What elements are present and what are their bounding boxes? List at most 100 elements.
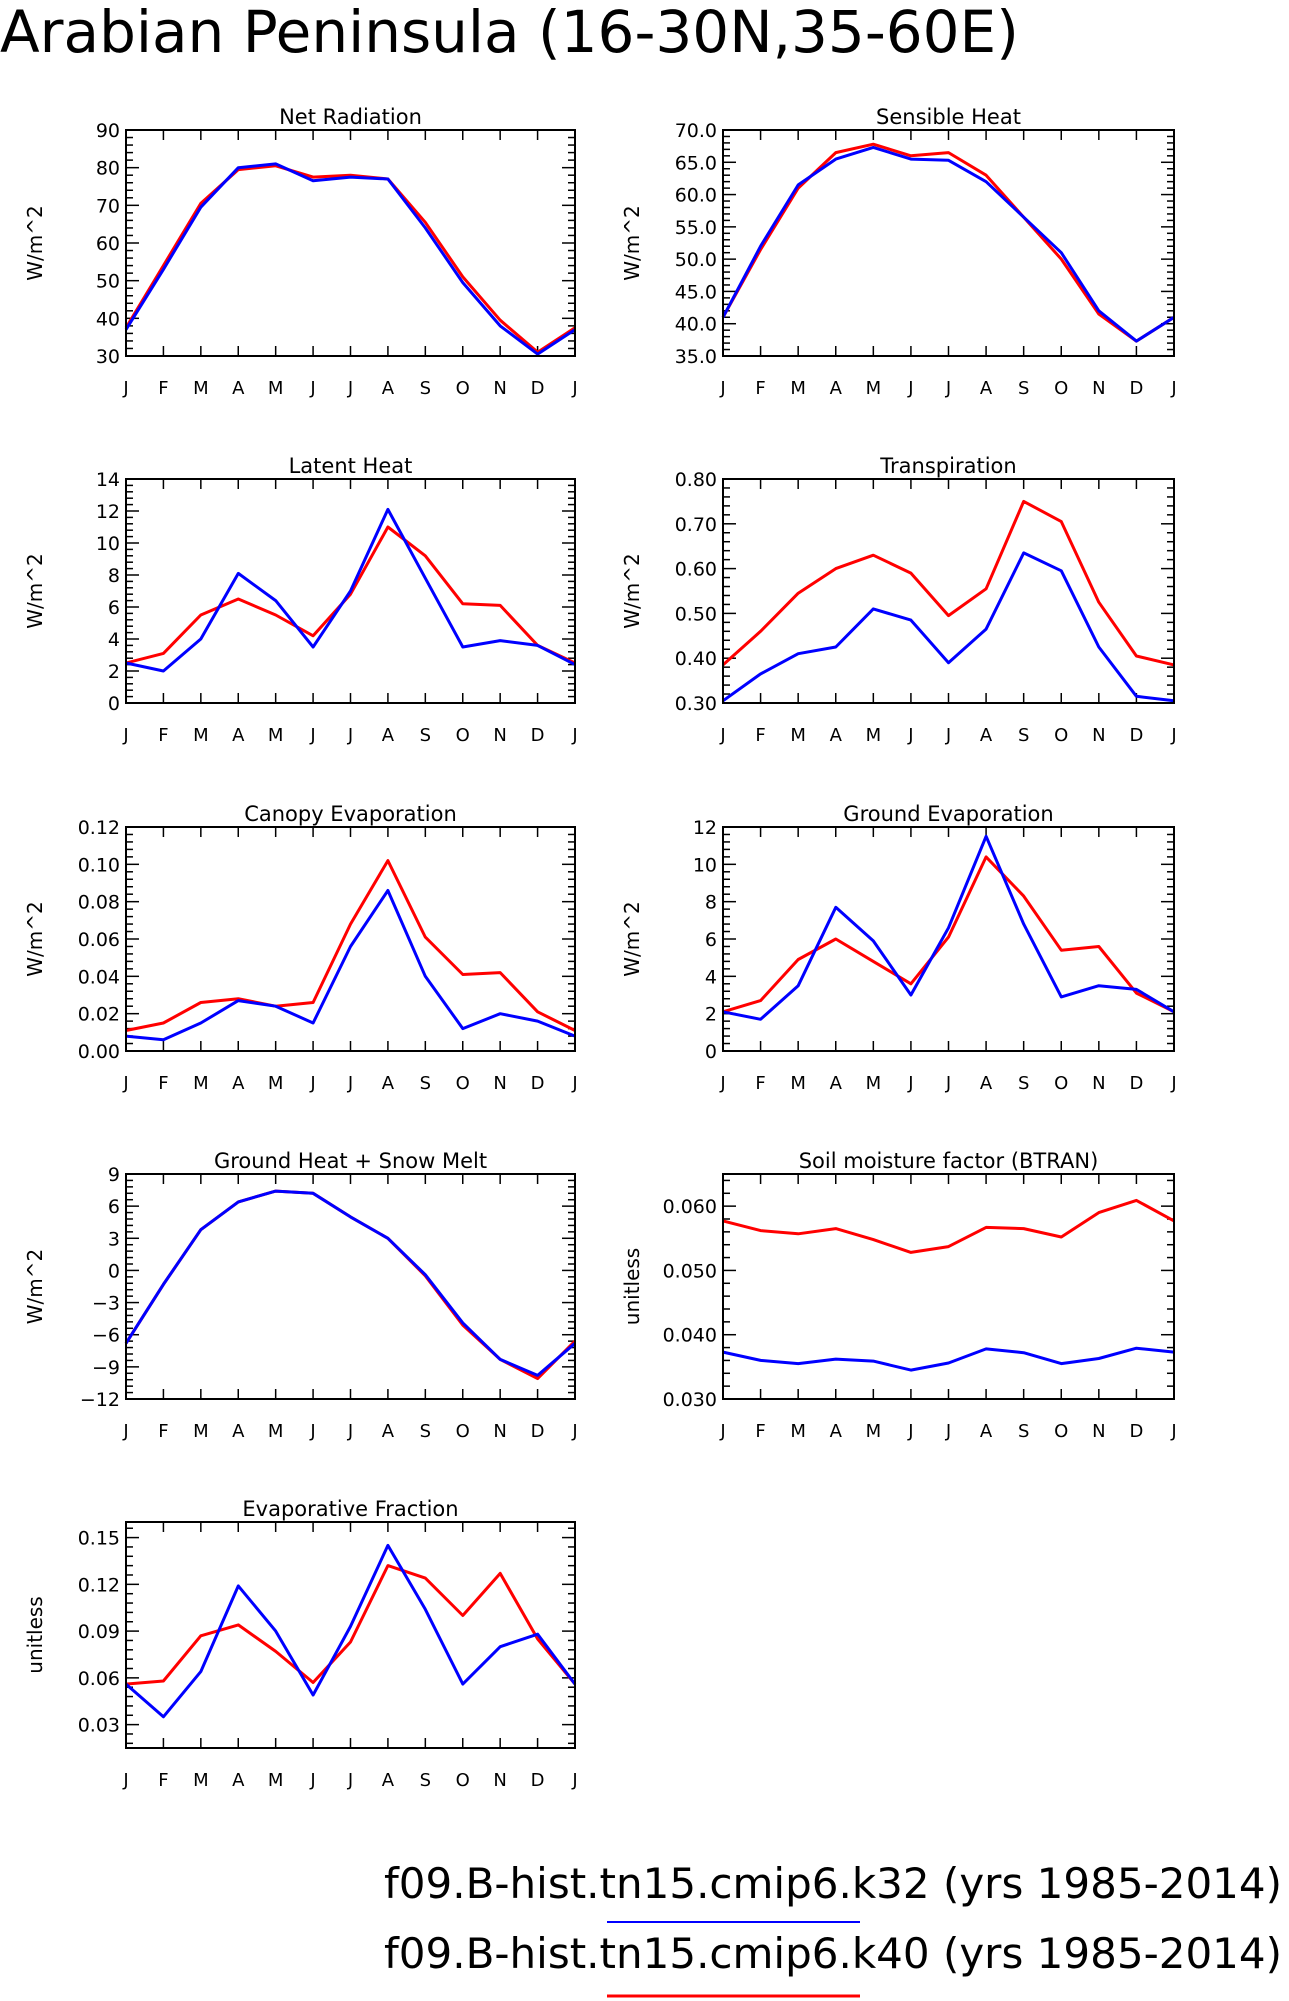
x-tick-label: J xyxy=(309,1421,315,1442)
y-tick-label: 14 xyxy=(96,469,120,491)
x-tick-label: J xyxy=(571,725,577,746)
x-tick-label: F xyxy=(158,1421,168,1442)
x-tick-label: F xyxy=(755,725,765,746)
y-tick-label: 40.0 xyxy=(675,314,717,336)
y-tick-label: 4 xyxy=(705,966,717,988)
x-tick-label: J xyxy=(907,378,913,399)
panel-title: Sensible Heat xyxy=(876,105,1021,129)
x-tick-label: O xyxy=(1054,1421,1068,1442)
y-tick-label: 0.10 xyxy=(78,854,120,876)
x-tick-label: J xyxy=(907,1421,913,1442)
y-axis-label: W/m^2 xyxy=(620,205,644,280)
y-tick-label: −9 xyxy=(92,1357,120,1379)
x-tick-label: M xyxy=(790,1073,806,1094)
y-tick-label: 0.15 xyxy=(78,1528,120,1550)
x-tick-label: J xyxy=(1170,1073,1176,1094)
plot-frame xyxy=(125,129,576,357)
y-tick-label: 70 xyxy=(96,195,120,217)
y-tick-label: 0.08 xyxy=(78,892,120,914)
series-line-k40 xyxy=(722,855,1175,1014)
series-line-k40 xyxy=(722,1198,1175,1254)
series-line-k32 xyxy=(125,1543,577,1719)
x-tick-label: M xyxy=(193,1421,209,1442)
x-tick-label: J xyxy=(719,378,725,399)
y-axis-label: unitless xyxy=(23,1596,47,1673)
series-line-k32 xyxy=(722,834,1175,1021)
x-tick-label: J xyxy=(945,1073,951,1094)
panel-title: Latent Heat xyxy=(289,454,413,478)
x-tick-label: J xyxy=(907,1073,913,1094)
x-tick-label: N xyxy=(1092,1073,1105,1094)
series-line-k32 xyxy=(124,162,576,356)
x-tick-label: J xyxy=(907,725,913,746)
x-tick-label: D xyxy=(1129,378,1143,399)
x-tick-label: A xyxy=(232,1770,245,1791)
y-axis-label: W/m^2 xyxy=(23,205,47,280)
x-tick-label: J xyxy=(719,1073,725,1094)
series-line-k40 xyxy=(722,499,1175,667)
x-tick-label: N xyxy=(493,1421,506,1442)
x-tick-label: A xyxy=(980,1073,993,1094)
x-tick-label: O xyxy=(456,378,470,399)
x-tick-label: N xyxy=(493,1073,506,1094)
y-axis-label: W/m^2 xyxy=(23,553,47,628)
x-tick-label: M xyxy=(866,1073,882,1094)
plot-frame xyxy=(125,1521,576,1749)
x-tick-label: A xyxy=(382,1421,395,1442)
y-tick-label: 0.12 xyxy=(78,817,120,839)
x-tick-label: A xyxy=(830,725,843,746)
x-tick-label: A xyxy=(232,725,245,746)
figure-title: Arabian Peninsula (16-30N,35-60E) xyxy=(0,0,1019,66)
x-tick-label: O xyxy=(456,1421,470,1442)
x-tick-label: J xyxy=(571,378,577,399)
x-tick-label: J xyxy=(347,1421,353,1442)
x-tick-label: S xyxy=(1018,378,1029,399)
x-tick-label: A xyxy=(232,1421,245,1442)
x-tick-label: M xyxy=(866,378,882,399)
series-line-k40 xyxy=(125,525,576,665)
x-tick-label: S xyxy=(1018,1421,1029,1442)
x-tick-label: M xyxy=(866,1421,882,1442)
plot-frame xyxy=(722,129,1175,357)
x-tick-label: M xyxy=(193,1770,209,1791)
panel-title: Ground Evaporation xyxy=(843,802,1053,826)
y-tick-label: 2 xyxy=(108,661,120,683)
x-tick-label: D xyxy=(531,1073,545,1094)
y-tick-label: 0 xyxy=(705,1041,717,1063)
x-tick-label: A xyxy=(382,1073,395,1094)
y-tick-label: 2 xyxy=(705,1004,717,1026)
x-tick-label: J xyxy=(347,725,353,746)
x-tick-label: J xyxy=(309,1770,315,1791)
panel-title: Transpiration xyxy=(879,454,1016,478)
x-tick-label: J xyxy=(719,725,725,746)
y-tick-label: 45.0 xyxy=(675,281,717,303)
x-tick-label: A xyxy=(382,378,395,399)
x-tick-label: J xyxy=(309,1073,315,1094)
x-tick-label: J xyxy=(945,725,951,746)
x-tick-label: J xyxy=(1170,725,1176,746)
series-line-k32 xyxy=(125,507,576,673)
y-tick-label: 0.60 xyxy=(675,559,717,581)
x-tick-label: D xyxy=(1129,1073,1143,1094)
x-tick-label: F xyxy=(158,378,168,399)
x-tick-label: A xyxy=(232,1073,245,1094)
y-tick-label: 90 xyxy=(96,120,120,142)
x-tick-label: D xyxy=(1129,1421,1143,1442)
y-tick-label: 6 xyxy=(108,597,120,619)
x-tick-label: J xyxy=(571,1421,577,1442)
x-tick-label: S xyxy=(420,1770,431,1791)
x-tick-label: J xyxy=(309,725,315,746)
series-line-k32 xyxy=(722,551,1175,703)
x-tick-label: S xyxy=(420,1073,431,1094)
y-tick-label: 8 xyxy=(108,565,120,587)
x-tick-label: D xyxy=(1129,725,1143,746)
x-tick-label: N xyxy=(1092,378,1105,399)
x-tick-label: O xyxy=(1054,378,1068,399)
y-tick-label: 50 xyxy=(96,271,120,293)
x-tick-label: O xyxy=(456,725,470,746)
x-tick-label: O xyxy=(1054,1073,1068,1094)
x-tick-label: M xyxy=(790,1421,806,1442)
y-tick-label: 55.0 xyxy=(675,217,717,239)
series-line-k32 xyxy=(125,889,576,1042)
x-tick-label: S xyxy=(420,378,431,399)
